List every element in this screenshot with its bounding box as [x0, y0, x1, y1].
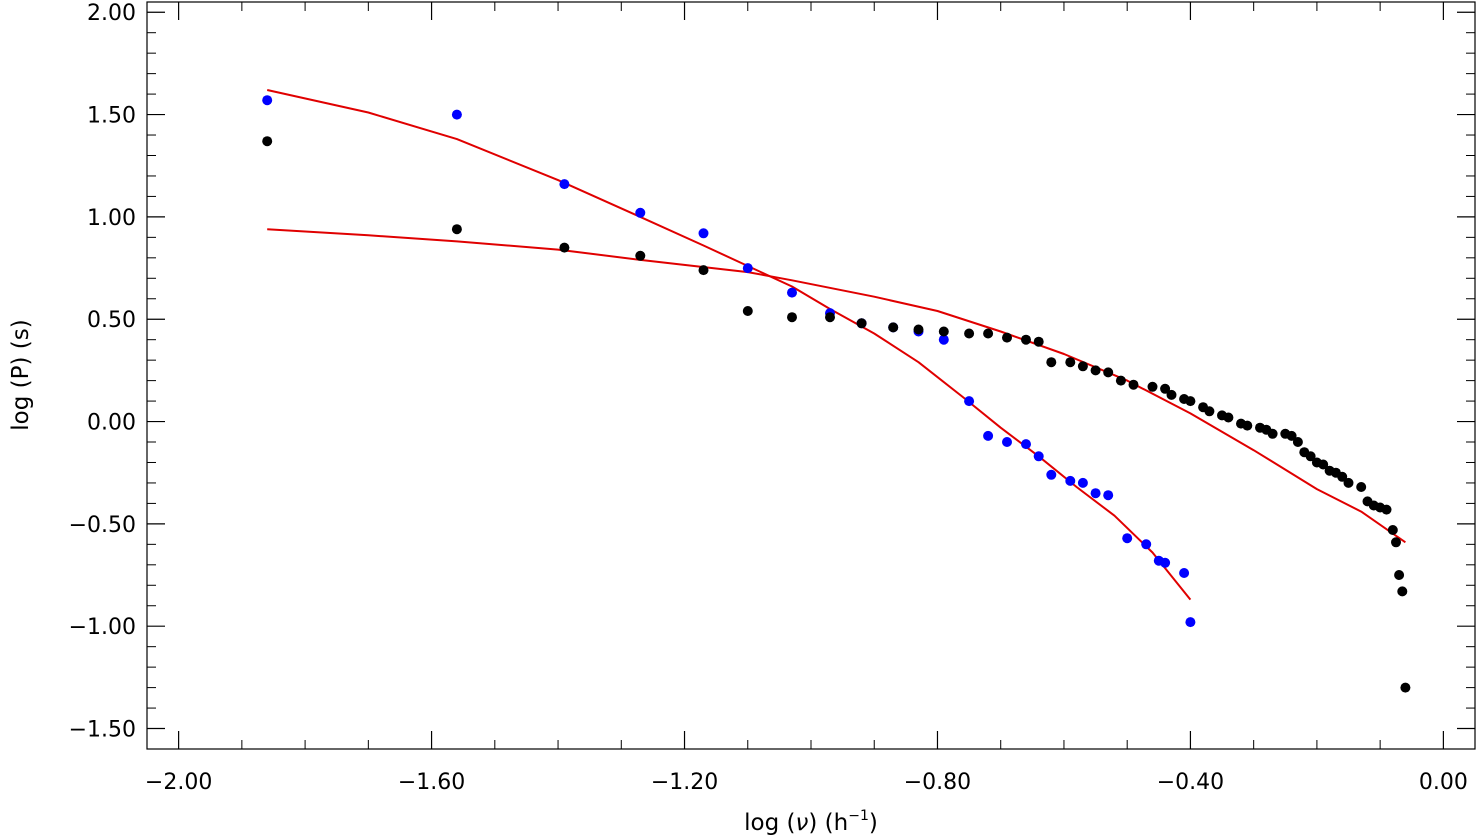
- x-tick-label: −1.60: [398, 770, 465, 795]
- y-tick-label: 1.50: [87, 104, 136, 129]
- data-point-series-2: [983, 328, 994, 339]
- data-point-series-2: [1147, 381, 1158, 392]
- data-point-series-2: [1343, 477, 1354, 488]
- data-points: [262, 95, 1411, 693]
- data-point-series-1: [1103, 490, 1114, 501]
- data-point-series-2: [1185, 396, 1196, 407]
- data-point-series-1: [635, 207, 646, 218]
- data-point-series-1: [1185, 617, 1196, 628]
- data-point-series-1: [1021, 439, 1031, 450]
- data-point-series-2: [938, 326, 949, 337]
- data-point-series-2: [742, 306, 753, 316]
- data-point-series-2: [1065, 357, 1076, 368]
- data-point-series-2: [1223, 412, 1234, 423]
- data-point-series-2: [1337, 471, 1348, 482]
- data-point-series-2: [1400, 682, 1411, 693]
- data-point-series-1: [451, 109, 462, 120]
- data-point-series-1: [262, 95, 273, 106]
- fit-curve-2: [267, 228, 1406, 544]
- data-point-series-1: [964, 396, 975, 407]
- data-point-series-2: [1128, 379, 1139, 390]
- y-tick-label: −1.50: [69, 718, 136, 743]
- data-point-series-2: [1318, 459, 1329, 470]
- x-axis-label: log (ν) (h−1): [744, 808, 878, 836]
- data-point-series-1: [787, 287, 797, 298]
- data-point-series-2: [635, 250, 646, 261]
- data-point-series-1: [698, 228, 709, 239]
- data-point-series-1: [1141, 539, 1152, 550]
- data-point-series-1: [1077, 477, 1088, 488]
- fit-curve-1: [266, 89, 1192, 601]
- data-point-series-2: [1077, 361, 1088, 372]
- y-tick-label: 1.00: [87, 206, 136, 231]
- y-tick-label: 0.50: [87, 308, 136, 333]
- data-point-series-2: [787, 312, 797, 323]
- data-point-series-2: [1387, 525, 1398, 535]
- x-tick-label: 0.00: [1419, 770, 1468, 795]
- data-point-series-2: [698, 265, 709, 276]
- data-point-series-2: [1394, 570, 1405, 580]
- data-point-series-2: [1286, 430, 1297, 441]
- data-point-series-2: [559, 242, 570, 253]
- data-point-series-2: [1166, 389, 1177, 400]
- data-point-series-2: [262, 136, 273, 147]
- y-axis-label: log (P) (s): [8, 319, 34, 430]
- data-point-series-2: [1160, 383, 1171, 394]
- data-point-series-2: [1356, 482, 1367, 492]
- fit-curves: [266, 89, 1406, 601]
- y-tick-label: −0.50: [69, 513, 136, 538]
- data-point-series-2: [1267, 428, 1278, 439]
- x-tick-label: −2.00: [145, 770, 212, 795]
- data-point-series-2: [1090, 365, 1101, 376]
- data-point-series-1: [1065, 475, 1076, 486]
- data-point-series-2: [964, 328, 975, 339]
- plot-frame: [146, 1, 1476, 750]
- data-point-series-2: [1021, 334, 1031, 345]
- y-tick-label: 2.00: [87, 1, 136, 26]
- data-point-series-2: [1381, 504, 1392, 515]
- data-point-series-1: [1002, 437, 1012, 447]
- data-point-series-2: [1046, 357, 1057, 368]
- data-point-series-1: [1122, 533, 1133, 544]
- data-point-series-1: [1046, 469, 1057, 480]
- data-point-series-2: [1292, 437, 1303, 447]
- x-tick-label: −0.40: [1157, 770, 1224, 795]
- data-point-series-1: [742, 263, 753, 274]
- data-point-series-1: [1033, 451, 1044, 462]
- data-point-series-2: [913, 324, 924, 335]
- data-point-series-2: [1103, 367, 1114, 378]
- data-point-series-1: [1179, 568, 1190, 578]
- data-point-series-1: [983, 430, 994, 441]
- data-point-series-2: [1002, 332, 1012, 343]
- x-tick-label: −1.20: [651, 770, 718, 795]
- data-point-series-2: [888, 322, 899, 333]
- data-point-series-2: [1033, 336, 1044, 347]
- data-point-series-2: [1305, 451, 1316, 462]
- data-point-series-1: [938, 334, 949, 345]
- data-point-series-2: [856, 318, 867, 329]
- y-tick-label: −1.00: [69, 615, 136, 640]
- x-axis-ticks: −2.00 −1.60 −1.20 −0.80 −0.40 0.00: [145, 2, 1468, 795]
- data-point-series-1: [1090, 488, 1101, 499]
- data-point-series-2: [1115, 375, 1126, 386]
- data-point-series-1: [1160, 557, 1171, 568]
- data-point-series-2: [825, 312, 835, 323]
- data-point-series-2: [1242, 420, 1253, 431]
- data-point-series-1: [559, 179, 570, 190]
- data-point-series-2: [1391, 537, 1401, 548]
- x-tick-label: −0.80: [904, 770, 971, 795]
- data-point-series-2: [1397, 586, 1408, 597]
- y-axis-ticks: 2.00 1.50 1.00 0.50 0.00 −0.50 −1.00 −1.50: [69, 1, 1475, 743]
- y-tick-label: 0.00: [87, 411, 136, 436]
- data-point-series-2: [1204, 406, 1215, 417]
- data-point-series-2: [451, 224, 462, 235]
